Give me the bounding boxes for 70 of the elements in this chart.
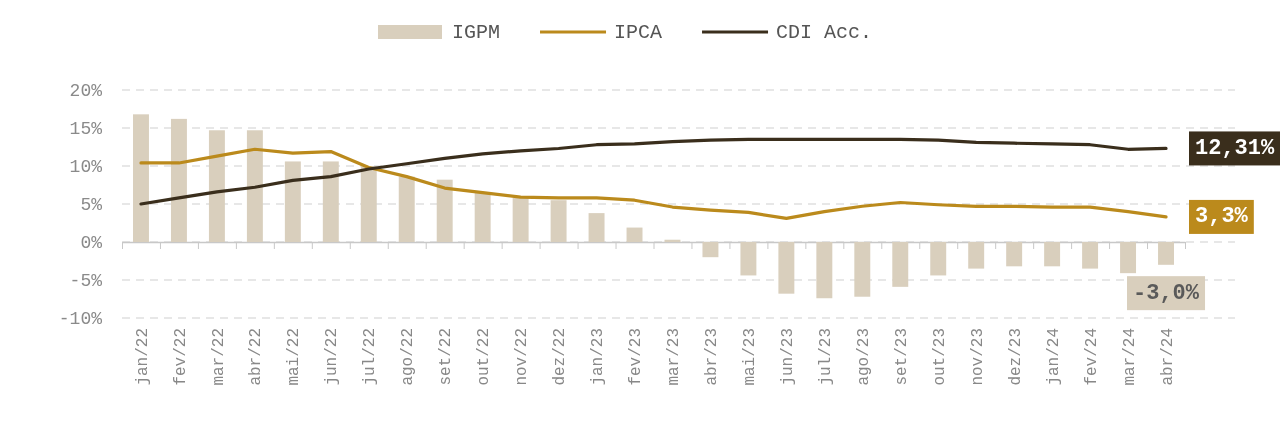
bar — [284, 161, 301, 242]
y-tick-label: 10% — [69, 157, 103, 178]
bar — [398, 176, 415, 242]
x-tick-label: abr/22 — [247, 328, 266, 386]
y-tick-label: 5% — [80, 195, 103, 216]
x-tick-label: mar/23 — [665, 328, 684, 386]
bar — [170, 118, 187, 242]
bar — [246, 130, 263, 242]
bar — [816, 242, 833, 299]
bar — [1006, 242, 1023, 267]
line-series — [139, 147, 1168, 221]
legend-label: IGPM — [452, 20, 501, 44]
legend-label: CDI Acc. — [776, 20, 873, 44]
bar — [702, 242, 719, 258]
x-tick-label: ago/22 — [399, 328, 418, 386]
bar — [474, 192, 491, 242]
x-tick-label: jul/22 — [361, 328, 380, 386]
bar — [1158, 242, 1174, 265]
legend-label: IPCA — [614, 20, 663, 44]
bar — [1120, 242, 1137, 274]
data-label: 12,31% — [1195, 135, 1276, 161]
bar — [854, 242, 871, 297]
bar — [322, 161, 339, 242]
x-tick-label: jan/22 — [133, 328, 152, 386]
bar — [892, 242, 909, 287]
x-tick-label: jun/22 — [323, 328, 342, 386]
bar — [930, 242, 947, 276]
x-tick-label: fev/24 — [1082, 328, 1101, 386]
x-tick-label: jun/23 — [778, 328, 797, 386]
bar — [1082, 242, 1099, 269]
x-tick-label: jan/24 — [1044, 328, 1063, 386]
line-series — [139, 137, 1168, 206]
x-tick-label: out/23 — [930, 328, 949, 386]
x-tick-label: nov/22 — [513, 328, 532, 386]
y-tick-label: -5% — [69, 271, 103, 292]
x-tick-label: nov/23 — [968, 328, 987, 386]
y-tick-label: 15% — [69, 119, 103, 140]
x-tick-label: abr/24 — [1158, 328, 1177, 386]
bar — [778, 242, 795, 294]
x-tick-label: out/22 — [475, 328, 494, 386]
bar — [968, 242, 985, 269]
y-tick-label: 0% — [80, 233, 103, 254]
x-tick-label: set/23 — [892, 328, 911, 386]
y-tick-label: 20% — [69, 81, 103, 102]
x-tick-label: mar/22 — [209, 328, 228, 386]
x-tick-label: ago/23 — [854, 328, 873, 386]
x-tick-label: fev/22 — [171, 328, 190, 386]
bar — [208, 130, 225, 242]
bar — [626, 227, 643, 242]
bar — [436, 179, 453, 242]
bar — [133, 114, 149, 242]
bar — [512, 197, 529, 242]
data-label: -3,0% — [1133, 280, 1200, 306]
x-tick-label: mai/23 — [741, 328, 760, 386]
x-tick-label: dez/22 — [551, 328, 570, 386]
bar — [550, 200, 567, 242]
x-tick-label: mar/24 — [1120, 328, 1139, 386]
x-tick-label: dez/23 — [1006, 328, 1025, 386]
y-tick-label: -10% — [58, 309, 103, 330]
x-tick-label: jul/23 — [816, 328, 835, 386]
bar — [1044, 242, 1061, 267]
x-tick-label: abr/23 — [703, 328, 722, 386]
x-tick-label: jan/23 — [589, 328, 608, 386]
x-tick-label: set/22 — [437, 328, 456, 386]
bar — [740, 242, 757, 276]
x-tick-label: mai/22 — [285, 328, 304, 386]
x-tick-label: fev/23 — [627, 328, 646, 386]
bar — [360, 166, 377, 242]
data-label: 3,3% — [1195, 204, 1249, 230]
bar — [588, 213, 605, 242]
